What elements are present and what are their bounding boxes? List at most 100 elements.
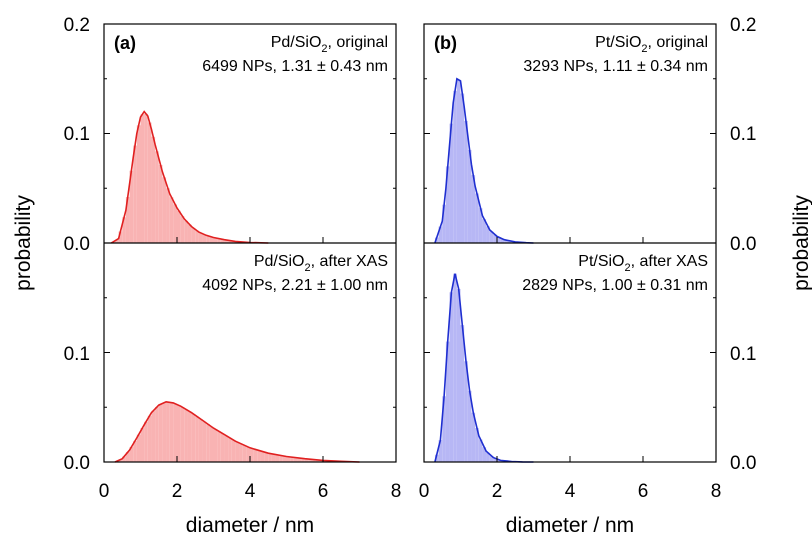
hist-bar <box>304 458 309 462</box>
subplot-a-top: Pd/SiO2, original 6499 NPs, 1.31 ± 0.43 n… <box>110 33 388 244</box>
hist-bar <box>231 440 236 462</box>
hist-bar <box>173 403 177 462</box>
hist-bar <box>275 454 280 462</box>
hist-bar <box>144 421 148 462</box>
hist-bar <box>129 170 134 243</box>
hist-bar <box>202 234 207 243</box>
hist-bar <box>434 237 439 243</box>
ytick-label-right-bottom-0.0: 0.0 <box>730 453 756 474</box>
hist-bar <box>486 452 490 462</box>
annotation-condition: , original <box>328 34 388 51</box>
hist-bar <box>319 460 323 462</box>
hist-bar <box>228 240 232 243</box>
hist-bar <box>442 204 446 243</box>
annotation-sample: Pd/SiO2, original <box>271 34 388 55</box>
hist-bar <box>220 239 225 243</box>
hist-bar <box>460 93 465 243</box>
hist-bar <box>482 219 487 243</box>
annotation-sample-name: Pd/SiO <box>254 253 305 270</box>
hist-bar <box>475 428 479 462</box>
hist-bar <box>453 90 457 243</box>
hist-bar <box>213 429 218 462</box>
hist-bar <box>136 125 141 243</box>
xtick-label-b-6: 6 <box>638 481 649 502</box>
hist-bar <box>464 120 468 243</box>
hist-bar <box>191 227 196 243</box>
hist-bar <box>308 459 313 462</box>
xtick-label-a-4: 4 <box>245 481 256 502</box>
hist-bar <box>158 164 163 243</box>
ytick-label-right-bottom-0.1: 0.1 <box>730 344 756 365</box>
hist-bar <box>286 456 291 462</box>
hist-bar <box>133 440 137 462</box>
hist-bar <box>231 241 236 243</box>
hist-bar <box>253 449 258 462</box>
hist-bar <box>257 450 261 462</box>
ytick-label-left-top-0.0: 0.0 <box>64 234 90 255</box>
xtick-label-b-0: 0 <box>419 481 430 502</box>
hist-bar <box>136 434 141 462</box>
hist-bar <box>155 406 159 462</box>
hist-bar <box>206 424 210 462</box>
hist-bar <box>235 442 240 462</box>
hist-bar <box>195 416 199 462</box>
hist-bar <box>453 273 457 462</box>
hist-bar <box>125 452 130 462</box>
fit-curve <box>114 400 360 463</box>
ytick-label-right-top-0.0: 0.0 <box>730 234 756 255</box>
hist-bar <box>114 239 119 243</box>
ytick-label-left-bottom-0.0: 0.0 <box>64 453 90 474</box>
fit-curve <box>434 77 534 244</box>
annotation-condition: , after XAS <box>311 253 388 270</box>
hist-bar <box>445 341 450 462</box>
annotation-stats: 4092 NPs, 2.21 ± 1.00 nm <box>202 277 388 294</box>
hist-bar <box>217 238 221 243</box>
annotation-stats: 2829 NPs, 1.00 ± 0.31 nm <box>522 277 708 294</box>
panel-label: (a) <box>114 33 136 53</box>
xtick-label-a-2: 2 <box>172 481 183 502</box>
hist-bar <box>158 404 163 462</box>
hist-bar <box>239 443 243 462</box>
hist-bar <box>282 456 287 462</box>
hist-bar <box>118 459 123 462</box>
annotation-sample-name: Pt/SiO <box>595 34 641 51</box>
annotation-condition: , after XAS <box>631 253 708 270</box>
annotation-sample: Pd/SiO2, after XAS <box>254 253 388 274</box>
hist-bar <box>260 451 265 462</box>
hist-bar <box>140 428 145 462</box>
ytick-label-left-bottom-0.1: 0.1 <box>64 344 90 365</box>
hist-bar <box>242 445 247 462</box>
fit-curve <box>434 273 534 463</box>
hist-bar <box>177 210 181 243</box>
hist-bar <box>155 151 159 243</box>
hist-bar <box>493 234 497 243</box>
subplot-b-top: Pt/SiO2, original 3293 NPs, 1.11 ± 0.34 n… <box>434 33 708 244</box>
hist-bar <box>162 177 167 243</box>
subplot-a-bottom: Pd/SiO2, after XAS 4092 NPs, 2.21 ± 1.00 … <box>114 253 388 463</box>
hist-bar <box>264 452 269 462</box>
hist-bar <box>147 122 152 243</box>
hist-bar <box>191 414 196 462</box>
hist-bar <box>122 217 126 243</box>
hist-bar <box>180 407 185 462</box>
y-axis-label-right: probability <box>790 195 812 291</box>
hist-bar <box>202 421 207 462</box>
hist-bar <box>129 446 134 462</box>
hist-bar <box>500 238 505 243</box>
hist-bar <box>209 426 214 462</box>
hist-bar <box>279 455 283 462</box>
hist-bar <box>438 440 443 462</box>
hist-bar <box>504 240 508 243</box>
panel-label: (b) <box>434 33 457 53</box>
hist-bar <box>151 410 156 462</box>
hist-bar <box>198 419 203 462</box>
annotation-subscript: 2 <box>625 262 631 274</box>
hist-bar <box>301 458 305 462</box>
hist-bar <box>297 458 302 462</box>
hist-bar <box>438 226 443 243</box>
hist-bar <box>467 149 472 243</box>
ytick-label-right-top-0.2: 0.2 <box>730 15 756 36</box>
hist-bar <box>268 453 272 462</box>
hist-bar <box>213 237 218 243</box>
